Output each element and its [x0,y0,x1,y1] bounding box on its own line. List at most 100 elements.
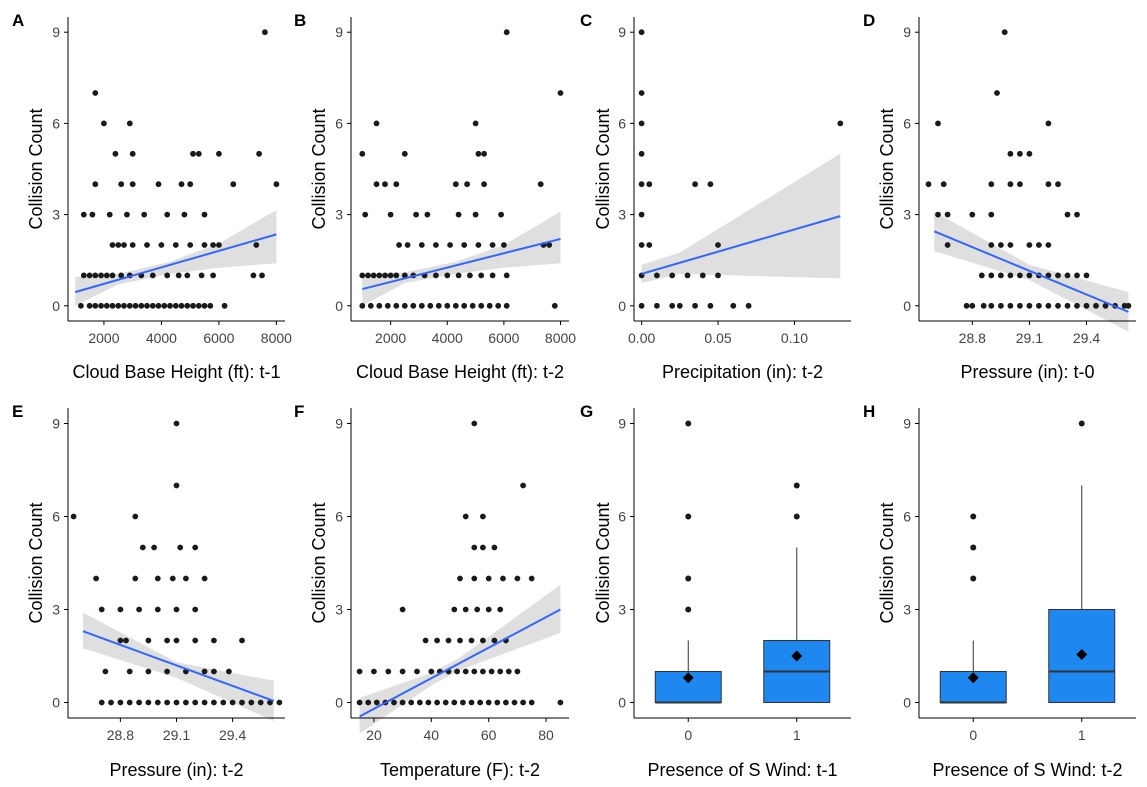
data-point [445,637,452,644]
y-axis-label: Collision Count [593,108,613,229]
data-point [422,637,429,644]
outlier-point [1078,420,1085,427]
data-point [546,242,553,248]
data-point [1125,302,1132,309]
data-point [1017,272,1023,279]
data-point [457,637,463,644]
data-point [98,606,105,613]
data-point [988,272,995,279]
y-tick-label: 3 [335,207,343,223]
data-point [654,272,660,279]
data-point [101,120,107,127]
data-point [211,637,217,644]
x-tick-label: 29.1 [1016,330,1043,346]
data-point [503,699,509,706]
data-point [452,181,459,188]
data-point [356,668,363,675]
data-point [461,302,468,309]
data-point [1064,302,1071,309]
data-point [201,302,208,309]
y-axis-label: Collision Count [309,108,329,229]
data-point [373,120,380,127]
data-point [112,150,119,157]
data-point [480,544,486,551]
x-axis-label: Cloud Base Height (ft): t-1 [72,362,280,382]
data-point [1093,302,1099,309]
x-tick-label: 0.05 [704,330,731,346]
data-point [424,211,431,218]
y-tick-label: 3 [903,602,911,618]
y-tick-label: 9 [618,24,626,40]
data-point [480,668,486,675]
data-point [471,668,478,675]
data-point [837,120,844,127]
y-tick-label: 3 [903,207,911,223]
data-point [89,211,96,218]
data-point [489,242,496,248]
data-point [457,575,463,582]
data-point [1083,272,1090,279]
data-point [362,211,369,218]
data-point [485,699,492,706]
data-point [399,699,406,706]
data-point [988,242,995,248]
data-point [469,302,476,309]
panel-h: H 0 3 6 9 0 1 Presence of S Wind: t-2 Collision … [863,402,1136,780]
panel-letter: C [580,11,592,30]
data-point [1045,302,1052,309]
data-point [173,420,180,427]
y-tick-label: 9 [903,24,911,40]
data-point [178,302,185,309]
data-point [963,302,970,309]
data-point [551,302,558,309]
data-point [462,606,469,613]
panel-letter: E [12,402,23,421]
y-tick-label: 0 [335,298,343,314]
y-tick-label: 9 [52,24,60,40]
data-point [221,302,228,309]
data-point [451,699,458,706]
data-point [92,181,99,188]
data-point [169,575,176,582]
data-point [129,150,136,157]
data-point [382,272,388,279]
data-point [646,181,653,188]
data-point [1055,272,1061,279]
data-point [164,211,171,218]
data-point [497,668,504,675]
data-point [198,272,205,279]
data-point [173,699,180,706]
data-point [1007,272,1014,279]
y-tick-label: 6 [618,509,626,525]
data-point [1074,272,1080,279]
data-point [537,181,544,188]
y-tick-label: 9 [335,24,343,40]
data-point [210,242,217,248]
data-point [451,606,458,613]
data-point [132,513,139,520]
x-axis-label: Precipitation (in): t-2 [662,362,823,382]
data-point [707,302,714,309]
data-point [707,181,714,188]
confidence-band [75,210,277,306]
data-point [201,575,208,582]
data-point [447,242,453,248]
data-point [256,150,262,157]
data-point [638,150,645,157]
data-point [399,668,406,675]
data-point [145,637,152,644]
data-point [138,302,145,309]
data-point [216,150,222,157]
data-point [365,272,371,279]
panel-c: C 0 3 6 9 0.00 0.05 0.10 Precipitation (in): t-2… [580,11,851,382]
regression-line [359,608,561,718]
data-point [190,150,196,157]
data-point [201,242,208,248]
panel-letter: G [580,402,593,421]
data-point [103,302,110,309]
confidence-band [641,153,841,283]
x-tick-label: 1 [1078,727,1086,743]
y-tick-label: 0 [335,695,343,711]
data-point [102,668,109,675]
